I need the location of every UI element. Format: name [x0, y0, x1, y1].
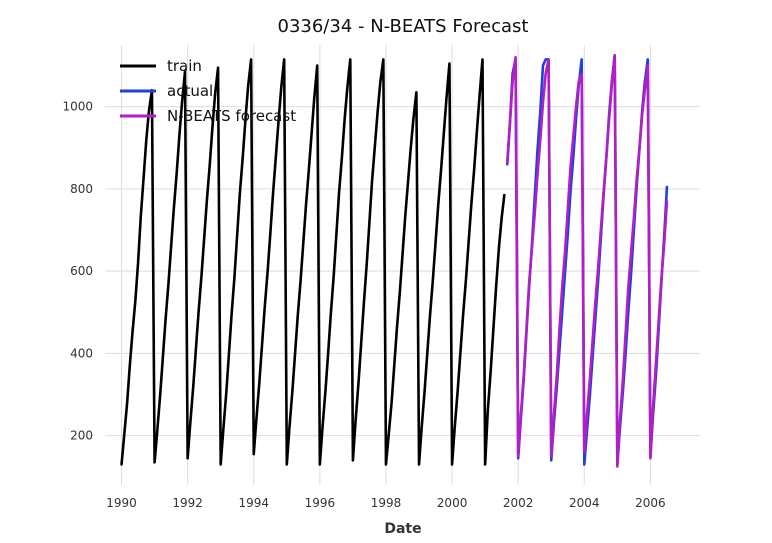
y-tick-label: 400 — [70, 346, 93, 360]
series-lines — [120, 53, 669, 468]
legend: train actual N-BEATS forecast — [120, 57, 296, 125]
x-tick-label: 1998 — [371, 496, 402, 510]
x-tick-label: 2006 — [635, 496, 666, 510]
legend-label: actual — [167, 82, 213, 100]
y-tick-label: 600 — [70, 264, 93, 278]
x-tick-label: 1996 — [305, 496, 336, 510]
legend-label: N-BEATS forecast — [167, 107, 296, 125]
x-tick-label: 1992 — [172, 496, 203, 510]
x-tick-label: 2000 — [437, 496, 468, 510]
x-tick-label: 1990 — [106, 496, 137, 510]
y-axis-ticks: 200 400 600 800 1000 — [62, 100, 93, 443]
y-tick-label: 200 — [70, 429, 93, 443]
series-line-n-beats-forecast — [505, 53, 669, 468]
x-axis-label: Date — [384, 521, 421, 537]
grid — [105, 45, 700, 485]
x-axis-ticks: 1990 1992 1994 1996 1998 2000 2002 2004 2006 — [106, 496, 665, 510]
legend-label: train — [167, 57, 202, 75]
x-tick-label: 2002 — [503, 496, 534, 510]
y-tick-label: 800 — [70, 182, 93, 196]
x-tick-label: 2004 — [569, 496, 600, 510]
x-tick-label: 1994 — [238, 496, 269, 510]
y-tick-label: 1000 — [62, 100, 93, 114]
chart-title: 0336/34 - N-BEATS Forecast — [278, 16, 529, 37]
series-line-train — [120, 58, 506, 466]
